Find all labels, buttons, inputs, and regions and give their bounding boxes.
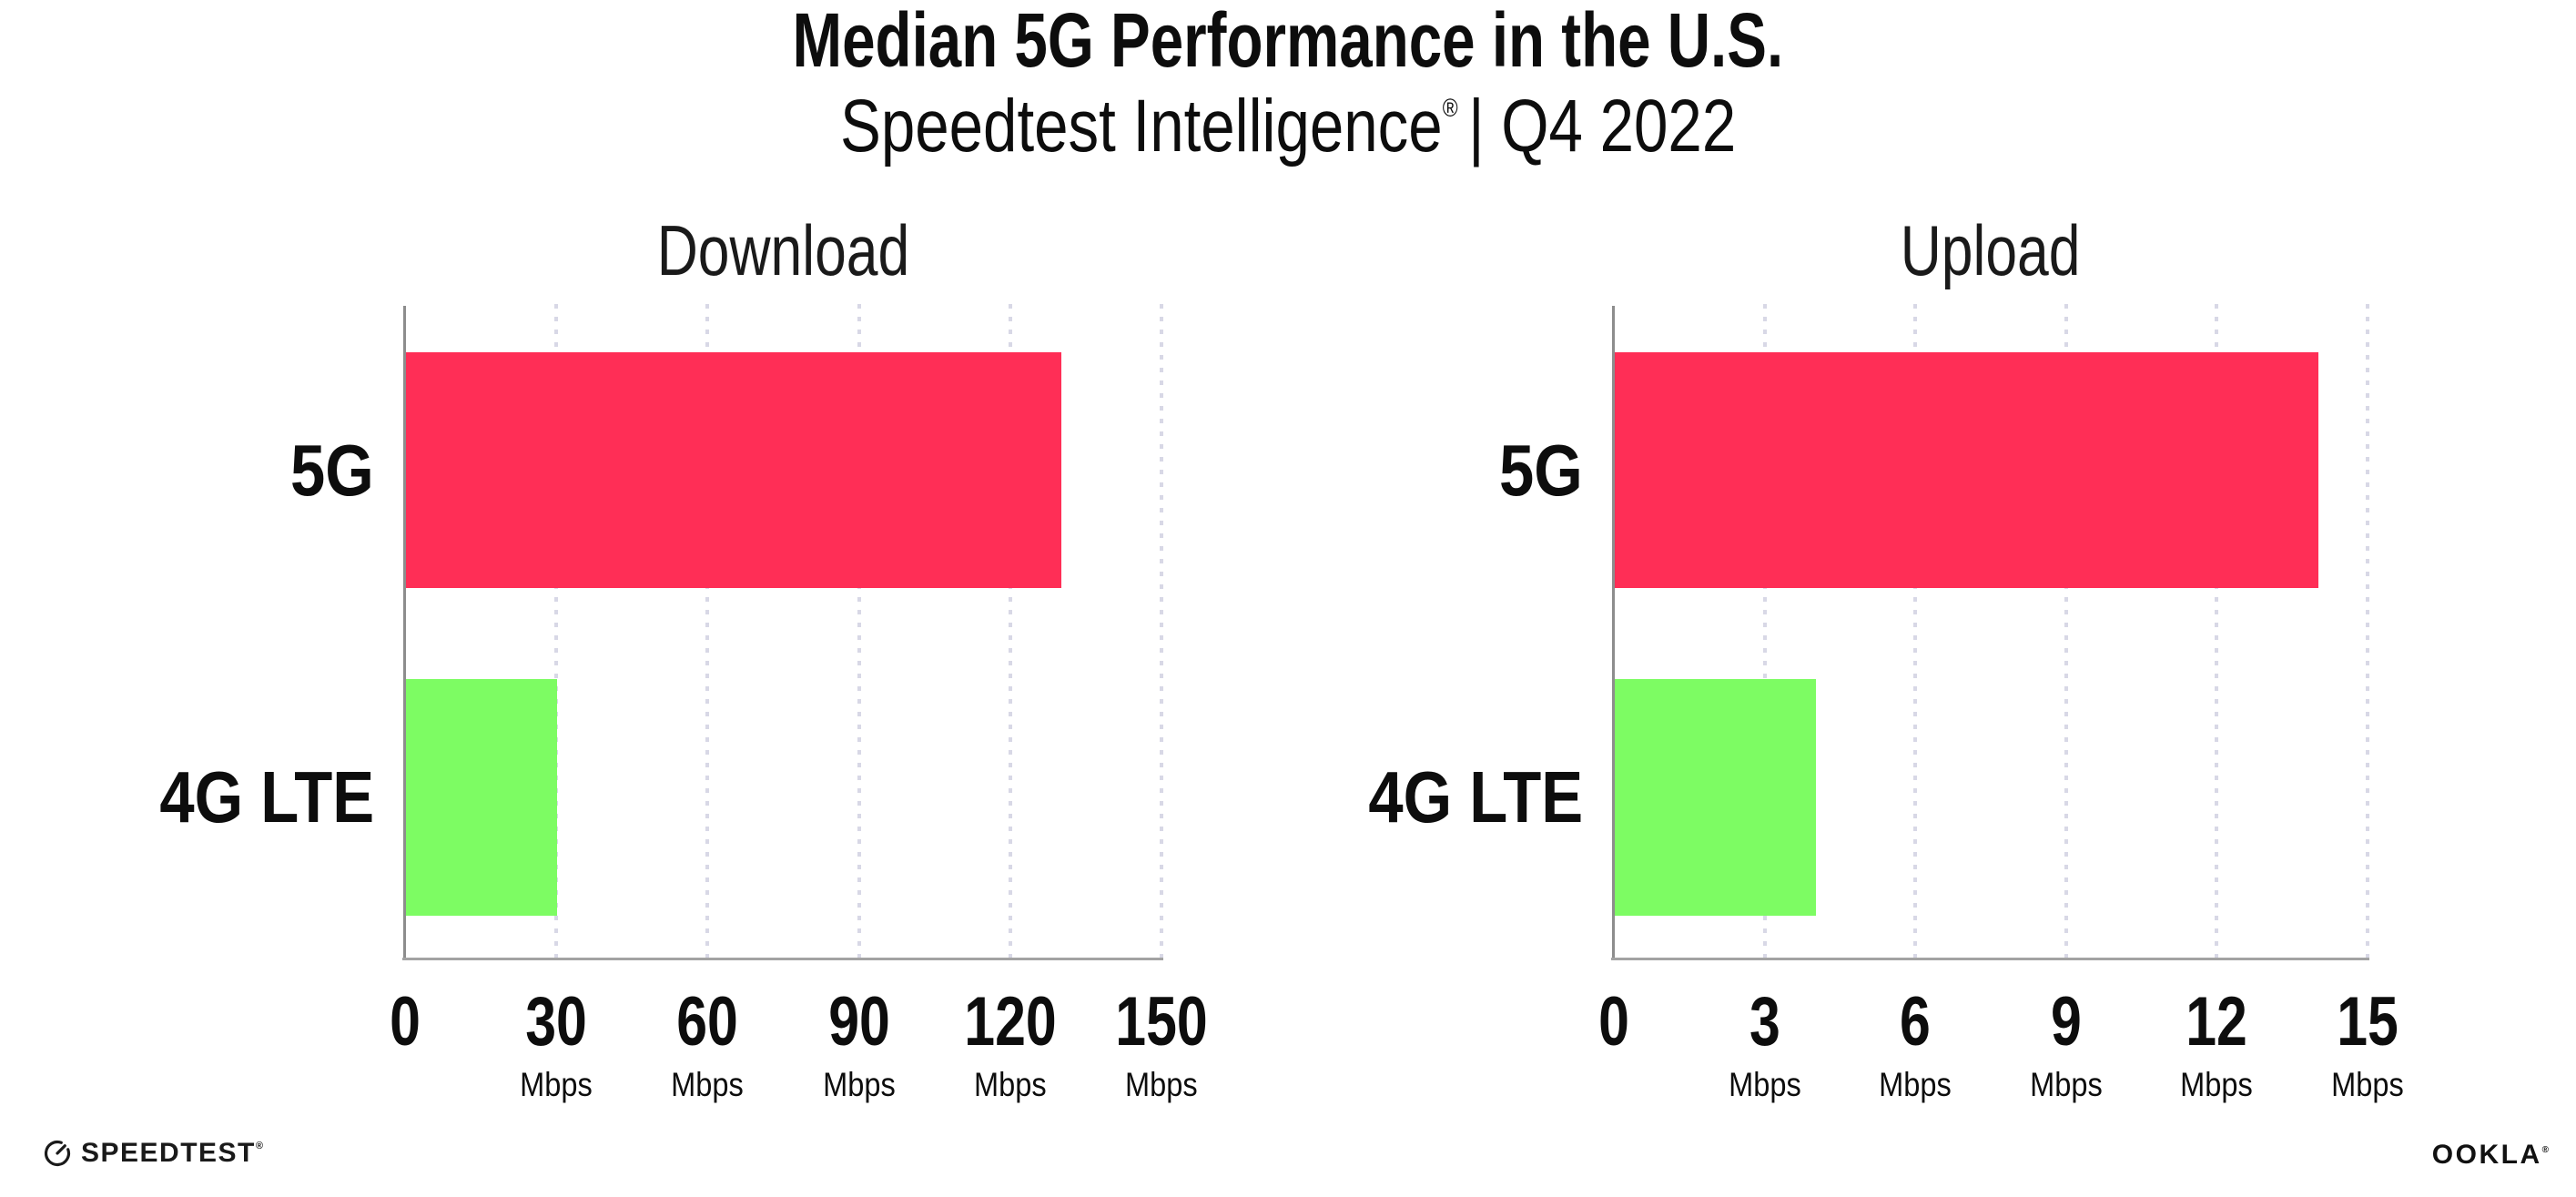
tick-value: 90 bbox=[827, 983, 890, 1060]
tick-unit: Mbps bbox=[973, 1066, 1047, 1103]
download-chart-title: Download bbox=[656, 210, 910, 290]
x-tick-30: 30 Mbps bbox=[515, 983, 597, 1103]
x-tick-0: 0 bbox=[1595, 988, 1633, 1057]
tick-value: 150 bbox=[1115, 983, 1208, 1060]
tick-value: 15 bbox=[2337, 983, 2399, 1060]
gridline-3 bbox=[1762, 304, 1767, 959]
x-tick-0: 0 bbox=[386, 988, 424, 1057]
x-tick-120: 120 Mbps bbox=[952, 983, 1068, 1103]
gridline-60 bbox=[705, 304, 710, 959]
speedtest-gauge-icon bbox=[44, 1141, 70, 1167]
tick-value: 6 bbox=[1900, 983, 1932, 1060]
registered-mark: ® bbox=[2541, 1145, 2549, 1155]
category-label-5g: 5G bbox=[290, 429, 374, 511]
tick-value: 12 bbox=[2186, 983, 2248, 1060]
tick-unit: Mbps bbox=[2029, 1066, 2103, 1103]
page-subtitle: Speedtest Intelligence® | Q4 2022 bbox=[0, 89, 2576, 164]
x-tick-15: 15 Mbps bbox=[2327, 983, 2409, 1103]
download-plot-area bbox=[402, 304, 1163, 960]
tick-unit: Mbps bbox=[1125, 1066, 1198, 1103]
upload-plot-area bbox=[1611, 304, 2369, 960]
bar-4g-lte bbox=[1615, 679, 1816, 916]
speedtest-logo: SPEEDTEST® bbox=[42, 1138, 263, 1169]
tick-value: 9 bbox=[2050, 983, 2082, 1060]
upload-chart-title: Upload bbox=[1901, 210, 2081, 290]
gridline-12 bbox=[2215, 304, 2219, 959]
x-tick-9: 9 Mbps bbox=[2025, 983, 2107, 1103]
category-label-4g-lte: 4G LTE bbox=[159, 756, 374, 837]
gridline-6 bbox=[1913, 304, 1918, 959]
tick-unit: Mbps bbox=[2331, 1066, 2404, 1103]
tick-unit: Mbps bbox=[1879, 1066, 1952, 1103]
category-label-4g-lte: 4G LTE bbox=[1368, 756, 1583, 837]
tick-unit: Mbps bbox=[822, 1066, 896, 1103]
speedtest-wordmark: SPEEDTEST® bbox=[81, 1138, 263, 1168]
tick-value: 120 bbox=[964, 983, 1057, 1060]
gridline-150 bbox=[1160, 304, 1163, 959]
gridline-9 bbox=[2064, 304, 2068, 959]
bar-5g bbox=[406, 352, 1062, 588]
x-tick-60: 60 Mbps bbox=[666, 983, 748, 1103]
page-subtitle-text: Speedtest Intelligence® | Q4 2022 bbox=[840, 89, 1736, 164]
x-tick-12: 12 Mbps bbox=[2175, 983, 2257, 1103]
subtitle-brand: Speedtest Intelligence bbox=[839, 85, 1443, 167]
x-tick-3: 3 Mbps bbox=[1723, 983, 1805, 1103]
tick-unit: Mbps bbox=[1728, 1066, 1801, 1103]
tick-unit: Mbps bbox=[520, 1066, 593, 1103]
tick-unit: Mbps bbox=[2180, 1066, 2254, 1103]
x-axis-line bbox=[1611, 958, 2369, 960]
bar-5g bbox=[1615, 352, 2318, 588]
x-tick-90: 90 Mbps bbox=[817, 983, 899, 1103]
page-title-text: Median 5G Performance in the U.S. bbox=[792, 0, 1784, 83]
tick-value: 0 bbox=[390, 983, 421, 1060]
trademark-mark: ® bbox=[255, 1141, 263, 1151]
download-chart: Download 5G 4G LTE 0 30 Mbps 60 Mbps 90 Mbps 120… bbox=[159, 215, 1207, 1101]
registered-mark: ® bbox=[1442, 94, 1458, 122]
gridline-15 bbox=[2366, 304, 2369, 959]
category-label-5g: 5G bbox=[1499, 429, 1583, 511]
tick-value: 3 bbox=[1749, 983, 1780, 1060]
x-axis-line bbox=[402, 958, 1163, 960]
y-axis-line bbox=[403, 306, 406, 959]
y-axis-line bbox=[1612, 306, 1615, 959]
gridline-30 bbox=[554, 304, 559, 959]
x-tick-150: 150 Mbps bbox=[1104, 983, 1220, 1103]
gridline-90 bbox=[857, 304, 861, 959]
ookla-logo: OOKLA® bbox=[2432, 1141, 2549, 1169]
subtitle-period: | Q4 2022 bbox=[1467, 85, 1737, 167]
tick-value: 30 bbox=[525, 983, 588, 1060]
tick-unit: Mbps bbox=[671, 1066, 745, 1103]
ookla-wordmark: OOKLA bbox=[2431, 1140, 2542, 1170]
tick-value: 60 bbox=[676, 983, 739, 1060]
upload-chart: Upload 5G 4G LTE 0 3 Mbps 6 Mbps 9 Mbps 12 Mbps 15… bbox=[1368, 215, 2404, 1101]
tick-value: 0 bbox=[1598, 983, 1629, 1060]
page-title: Median 5G Performance in the U.S. bbox=[0, 2, 2576, 78]
bar-4g-lte bbox=[406, 679, 558, 916]
gridline-120 bbox=[1008, 304, 1012, 959]
x-tick-6: 6 Mbps bbox=[1874, 983, 1956, 1103]
